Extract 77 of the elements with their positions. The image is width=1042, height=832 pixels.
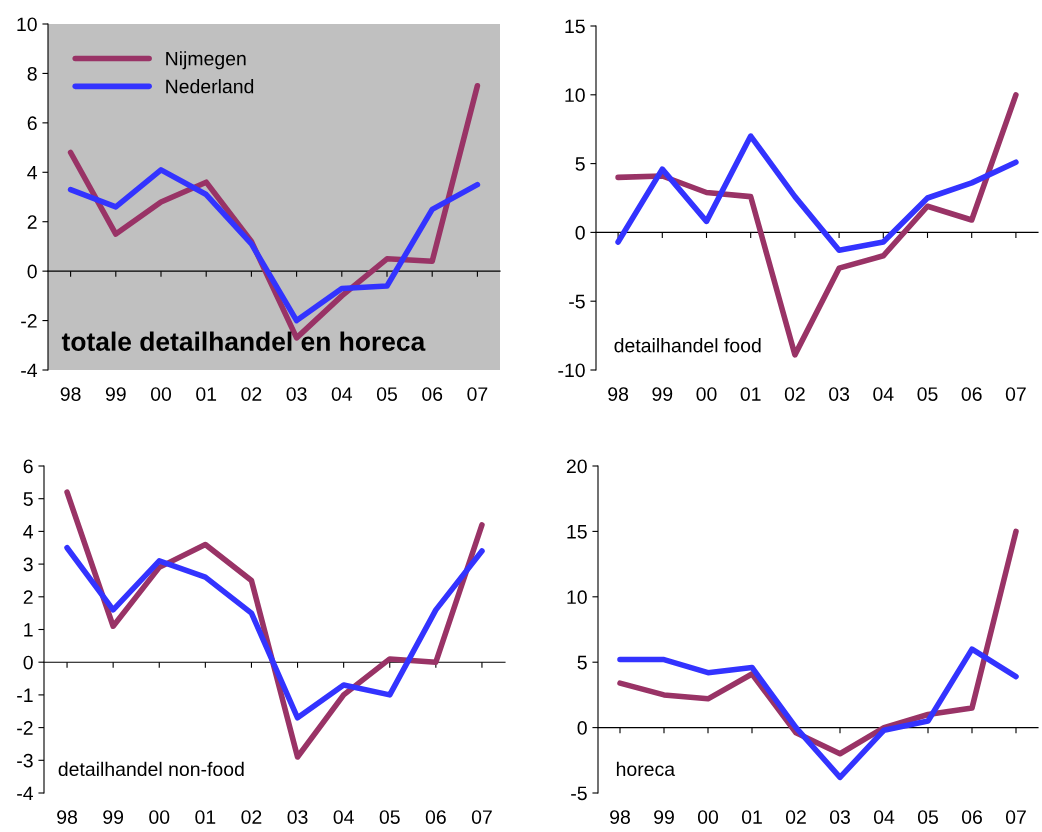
y-tick-label: -1 [17,688,33,702]
x-tick-label: 99 [105,387,126,401]
text: totale detailhandel en horeca [61,331,426,351]
x-tick-label: 02 [784,387,805,401]
y-tick-label: 6 [23,459,33,474]
x-tick-label: 05 [379,810,400,824]
x-tick-label: 98 [57,810,78,824]
y-tick-label: 2 [23,590,33,604]
x-tick-label: 03 [286,387,307,401]
y-tick-label: -2 [17,721,33,735]
x-tick-label: 00 [696,387,717,401]
y-tick-label: 1 [24,623,33,637]
text: detailhandel food [614,338,761,353]
y-tick-label: 5 [577,655,587,670]
x-tick-label: 99 [103,810,124,824]
x-tick-label: 02 [241,387,262,401]
y-tick-label: 5 [575,157,585,171]
x-tick-label: 04 [333,810,354,824]
y-tick-label: 3 [23,557,33,572]
x-tick-label: 04 [873,810,895,824]
y-tick-label: 10 [567,590,587,605]
x-tick-label: 02 [241,810,262,824]
y-tick-label: -5 [571,786,587,801]
x-tick-label: 06 [425,810,446,824]
x-tick-label: 02 [785,810,806,824]
y-tick-label: -10 [558,363,585,378]
y-tick-label: -5 [569,294,585,309]
legend-label: Nederland [166,79,254,94]
x-tick-label: 04 [873,387,894,401]
x-tick-label: 06 [961,387,982,401]
y-tick-label: 0 [577,721,587,735]
x-tick-label: 05 [917,387,938,401]
x-tick-label: 01 [195,810,216,824]
x-tick-label: 04 [331,387,353,401]
y-tick-label: 15 [567,525,587,539]
y-tick-label: 0 [27,264,37,279]
y-tick-label: -2 [21,314,37,328]
x-tick-label: 05 [376,387,397,401]
y-tick-label: 2 [27,215,37,229]
y-tick-label: -4 [17,786,34,801]
x-tick-label: 07 [471,810,492,824]
x-tick-label: 98 [608,387,629,401]
x-tick-label: 03 [829,810,850,824]
x-tick-label: 01 [196,387,217,401]
x-tick-label: 05 [917,810,938,824]
x-tick-label: 03 [829,387,850,401]
x-tick-label: 06 [961,810,982,824]
y-tick-label: 4 [27,165,38,180]
y-tick-label: -4 [21,363,38,378]
y-tick-label: 20 [566,459,587,474]
y-tick-label: 5 [23,492,33,506]
x-tick-label: 99 [654,810,674,824]
text: horeca [616,761,676,777]
x-tick-label: 98 [610,810,630,824]
text: detailhandel non-food [58,761,244,777]
x-tick-label: 00 [149,810,170,824]
y-tick-label: 0 [575,225,585,240]
x-tick-label: 07 [1005,387,1026,401]
x-tick-label: 03 [287,810,308,824]
x-tick-label: 06 [422,387,443,401]
x-tick-label: 99 [652,387,673,401]
y-tick-label: 8 [27,66,37,81]
x-tick-label: 98 [60,387,81,401]
legend-label: Nijmegen [166,51,246,70]
y-tick-label: 0 [23,655,33,670]
x-tick-label: 00 [150,387,172,401]
y-tick-label: 10 [565,88,585,103]
x-tick-label: 07 [467,387,488,401]
y-tick-label: 6 [27,116,37,131]
x-tick-label: 00 [697,810,719,824]
y-tick-label: 4 [23,525,34,539]
y-tick-label: 15 [565,19,585,34]
x-tick-label: 01 [741,810,762,824]
y-tick-label: 10 [17,17,37,32]
x-tick-label: 01 [740,387,761,401]
y-tick-label: -3 [17,753,33,768]
x-tick-label: 07 [1005,810,1026,824]
